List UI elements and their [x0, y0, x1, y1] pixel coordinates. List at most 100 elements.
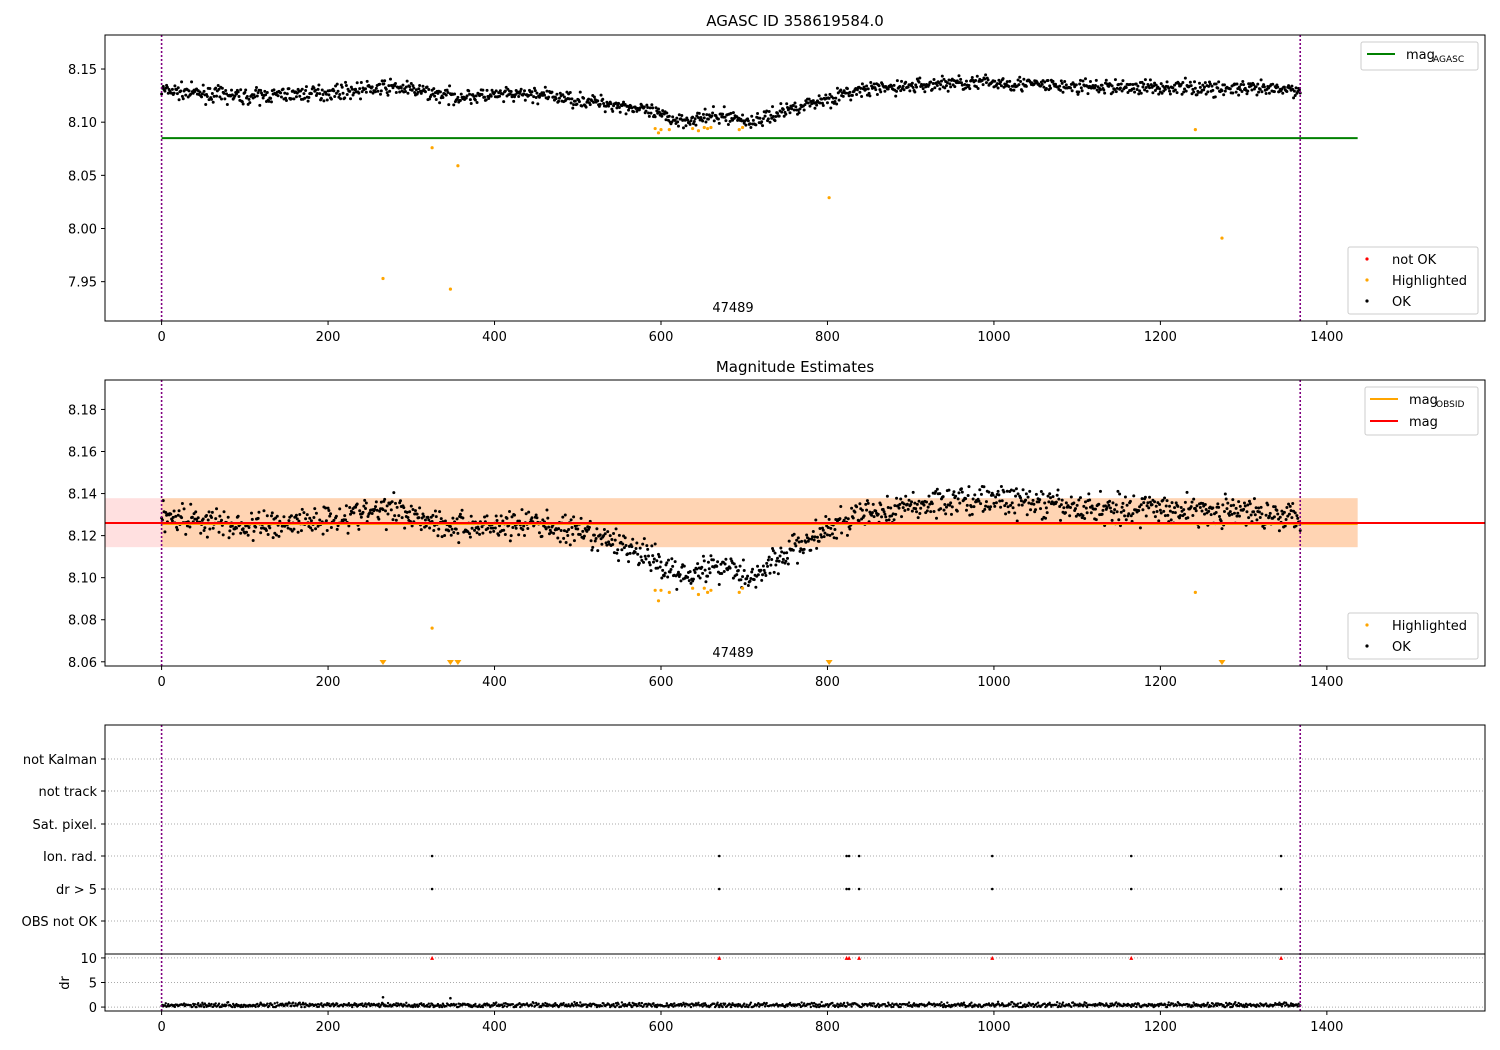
ok-point [1083, 500, 1087, 504]
ok-point [870, 511, 874, 515]
ok-point [1011, 506, 1015, 510]
ok-point [1237, 85, 1241, 89]
ok-point [1254, 85, 1258, 89]
dr-point [440, 1005, 444, 1009]
ok-point [266, 533, 270, 537]
flag-event-point [1279, 854, 1283, 858]
ok-point [977, 499, 981, 503]
ok-point [680, 565, 684, 569]
ok-point [475, 101, 479, 105]
dr-point [327, 1002, 331, 1005]
ok-point [527, 510, 531, 514]
dr-point [1016, 1002, 1020, 1005]
ok-point [1004, 501, 1008, 505]
ok-point [756, 573, 760, 577]
ok-point [696, 574, 700, 578]
ok-point [409, 82, 413, 86]
ok-point [831, 96, 835, 100]
ok-point [317, 83, 321, 87]
ok-point [562, 536, 566, 540]
ok-point [1195, 93, 1199, 97]
ok-point [815, 535, 819, 539]
x-tick-label: 1000 [977, 1020, 1010, 1035]
ok-point [823, 531, 827, 535]
ok-point [304, 517, 308, 521]
ok-point [944, 84, 948, 88]
ok-point [1049, 86, 1053, 90]
flag-event-point [717, 854, 721, 858]
dr-point [514, 1005, 518, 1009]
ok-point [639, 555, 643, 559]
ok-point [1028, 489, 1032, 493]
dr-point [872, 1002, 876, 1005]
ok-point [980, 78, 984, 82]
ok-point [932, 510, 936, 514]
ok-point [328, 514, 332, 518]
ok-point [1198, 81, 1202, 85]
ok-point [1138, 89, 1142, 93]
dr-point [1199, 1005, 1203, 1009]
ok-point [845, 533, 849, 537]
ok-point [1229, 504, 1233, 508]
dr-point [747, 1005, 750, 1009]
ok-point [645, 103, 649, 107]
ok-point [564, 540, 568, 544]
ok-point [892, 83, 896, 87]
ok-point [1128, 82, 1132, 86]
ok-point [723, 562, 727, 566]
ok-point [957, 491, 961, 495]
ok-point [925, 500, 929, 504]
ok-point [230, 524, 234, 528]
dr-point [1036, 1001, 1040, 1004]
ok-point [1118, 492, 1122, 496]
ok-point [378, 509, 382, 513]
ok-point [448, 84, 452, 88]
dr-point [445, 1004, 448, 1008]
ok-point [890, 84, 894, 88]
ok-point [324, 519, 328, 523]
dr-point [217, 1002, 221, 1005]
ok-point [220, 97, 224, 101]
ok-point [786, 556, 790, 560]
ok-point [809, 548, 813, 552]
ok-point [175, 525, 179, 529]
ok-point [383, 497, 387, 501]
ok-point [929, 80, 933, 84]
ok-point [897, 506, 901, 510]
ok-point [1277, 529, 1281, 533]
ok-point [862, 85, 866, 89]
dr-point [320, 1002, 323, 1005]
ok-point [838, 517, 842, 521]
ok-point [215, 94, 219, 98]
ok-point [532, 86, 536, 90]
highlighted-point [430, 626, 434, 630]
ok-point [1158, 508, 1162, 512]
ok-point [264, 93, 268, 97]
ok-point [944, 505, 948, 509]
ok-point [358, 87, 362, 91]
ok-point [662, 112, 666, 116]
ok-point [1203, 503, 1207, 507]
dr-point [617, 1002, 620, 1006]
ok-point [259, 88, 263, 92]
ok-point [704, 580, 708, 584]
ok-point [517, 94, 521, 98]
dr-point [500, 1003, 504, 1007]
highlighted-point [1193, 128, 1197, 132]
ok-point [827, 517, 831, 521]
ok-point [1115, 510, 1119, 514]
dr-point [1085, 1002, 1088, 1005]
ok-point [984, 81, 988, 85]
ok-point [344, 504, 348, 508]
ok-point [1026, 495, 1030, 499]
ok-point [1247, 516, 1251, 520]
ok-point [1003, 504, 1007, 508]
ok-point [705, 113, 709, 117]
ok-point [1169, 518, 1173, 522]
ok-point [1189, 505, 1193, 509]
ok-point [459, 92, 463, 96]
ok-point [988, 507, 992, 511]
x-tick-label: 1200 [1144, 675, 1177, 690]
ok-point [304, 88, 308, 92]
ok-point [438, 101, 442, 105]
